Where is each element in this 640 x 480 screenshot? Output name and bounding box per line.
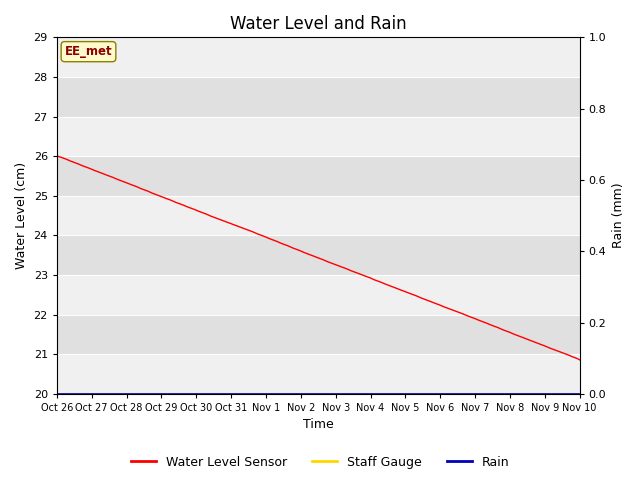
Bar bbox=[57, 37, 580, 77]
Y-axis label: Rain (mm): Rain (mm) bbox=[612, 183, 625, 248]
Bar bbox=[57, 314, 580, 354]
Bar bbox=[57, 235, 580, 275]
Y-axis label: Water Level (cm): Water Level (cm) bbox=[15, 162, 28, 269]
Bar bbox=[57, 196, 580, 235]
Bar bbox=[57, 275, 580, 314]
Legend: Water Level Sensor, Staff Gauge, Rain: Water Level Sensor, Staff Gauge, Rain bbox=[125, 451, 515, 474]
Bar bbox=[57, 77, 580, 117]
X-axis label: Time: Time bbox=[303, 419, 333, 432]
Bar bbox=[57, 117, 580, 156]
Title: Water Level and Rain: Water Level and Rain bbox=[230, 15, 406, 33]
Text: EE_met: EE_met bbox=[65, 45, 112, 58]
Bar bbox=[57, 156, 580, 196]
Bar bbox=[57, 354, 580, 394]
